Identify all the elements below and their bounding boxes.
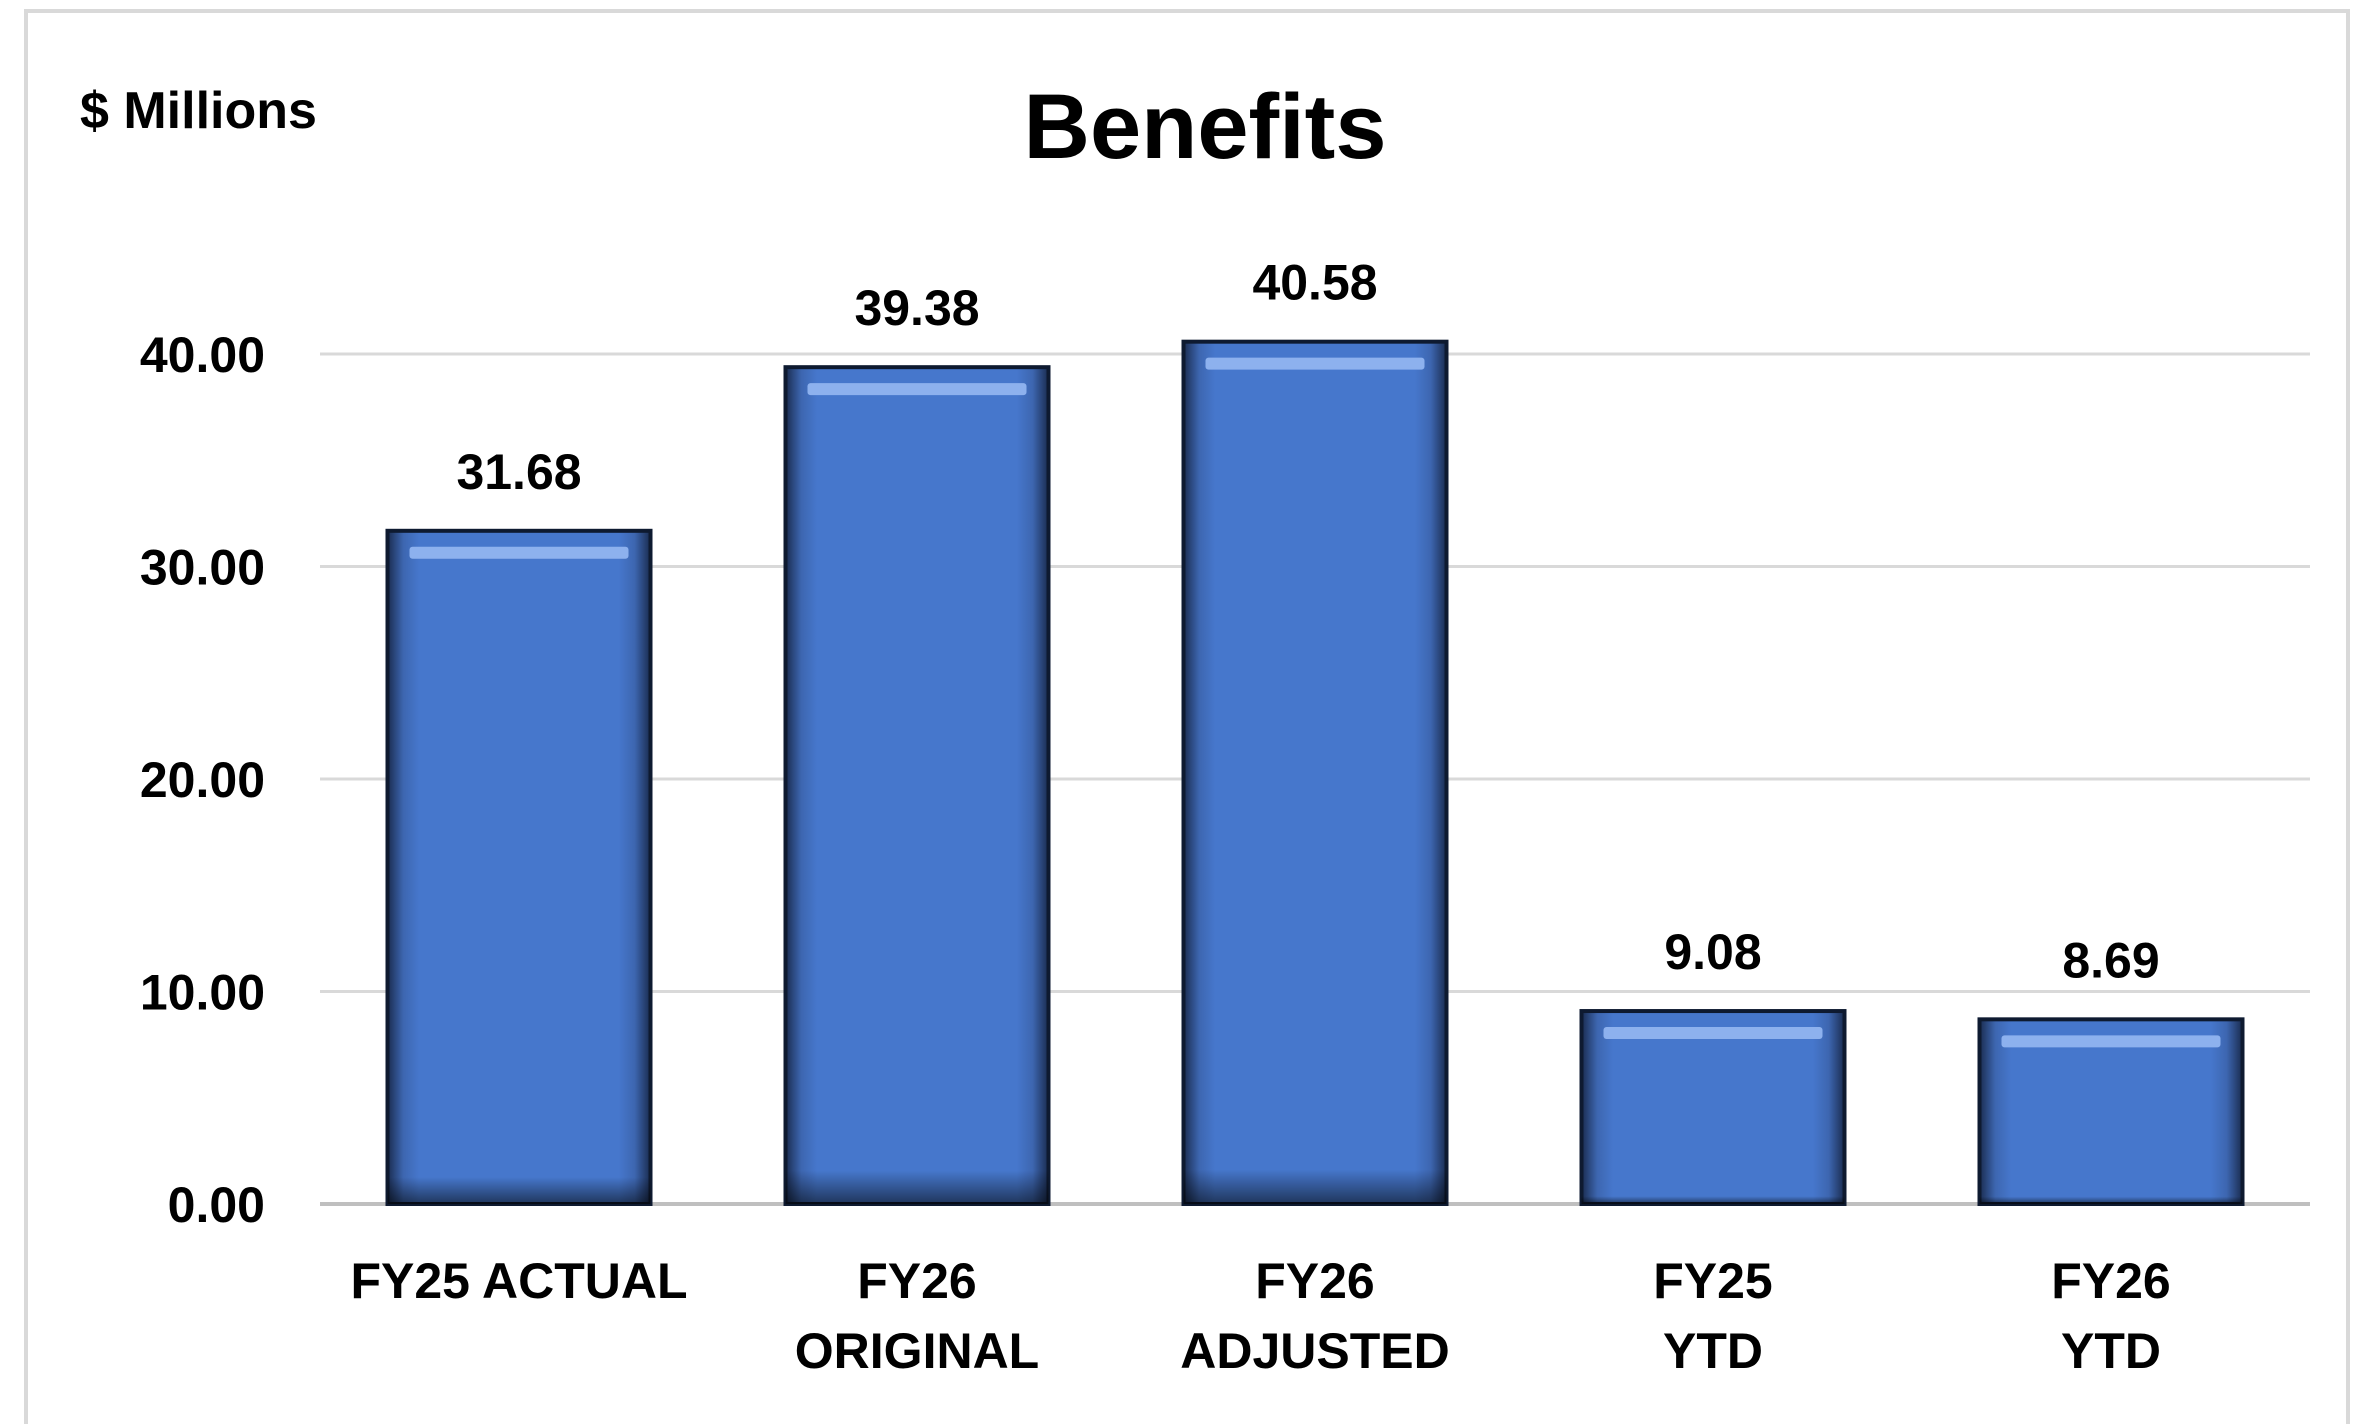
bar-highlight <box>409 546 629 559</box>
x-category-label: YTD <box>2061 1323 2161 1379</box>
y-tick-label: 10.00 <box>140 965 265 1021</box>
chart-title: Benefits <box>1024 76 1387 178</box>
y-tick-label: 0.00 <box>168 1177 265 1233</box>
x-category-label: ORIGINAL <box>795 1323 1039 1379</box>
bar-group <box>783 365 1051 1206</box>
y-tick-label: 20.00 <box>140 752 265 808</box>
y-tick-label: 30.00 <box>140 540 265 596</box>
bar-group <box>1181 339 1449 1206</box>
bar-group <box>1977 1017 2245 1207</box>
value-labels: 31.68 39.38 40.58 9.08 8.69 <box>456 255 2159 989</box>
x-category-label: FY26 <box>1255 1253 1375 1309</box>
x-category-label: FY26 <box>857 1253 977 1309</box>
value-label: 40.58 <box>1252 255 1377 311</box>
value-label: 9.08 <box>1664 924 1761 980</box>
x-category-label: FY26 <box>2051 1253 2171 1309</box>
bar-highlight <box>1603 1027 1823 1040</box>
bar-bottom-shade <box>387 530 651 1204</box>
bar-bottom-shade <box>1979 1019 2243 1204</box>
x-category-label: FY25 ACTUAL <box>350 1253 687 1309</box>
value-label: 8.69 <box>2062 932 2159 988</box>
bar-group <box>1579 1009 1847 1206</box>
y-axis-ticks: 0.00 10.00 20.00 30.00 40.00 <box>140 327 265 1233</box>
x-category-label: FY25 <box>1653 1253 1773 1309</box>
bars <box>385 339 2245 1207</box>
bar-bottom-shade <box>785 367 1049 1204</box>
bar-bottom-shade <box>1183 341 1447 1204</box>
bar-highlight <box>1205 357 1425 370</box>
x-category-label: ADJUSTED <box>1180 1323 1449 1379</box>
bar-bottom-shade <box>1581 1011 1845 1204</box>
bar-highlight <box>807 383 1027 396</box>
bar-highlight <box>2001 1035 2221 1048</box>
x-axis-categories: FY25 ACTUAL FY26 ORIGINAL FY26 ADJUSTED FY25 Y… <box>350 1253 2170 1379</box>
y-tick-label: 40.00 <box>140 327 265 383</box>
unit-label: $ Millions <box>80 82 317 140</box>
value-label: 31.68 <box>456 444 581 500</box>
value-label: 39.38 <box>854 280 979 336</box>
bar-group <box>385 528 653 1206</box>
x-category-label: YTD <box>1663 1323 1763 1379</box>
